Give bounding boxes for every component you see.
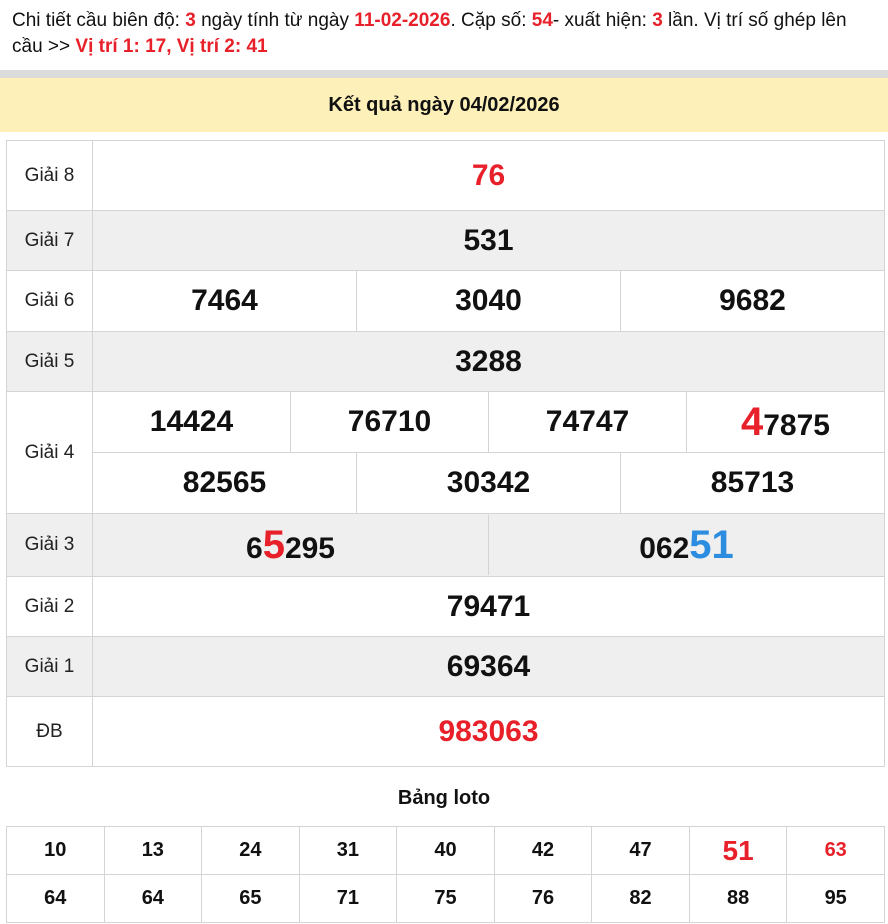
prize-g4: 76710 [290, 392, 488, 452]
loto-cell: 40 [396, 826, 495, 875]
cau-description: Chi tiết cầu biên độ: 3 ngày tính từ ngà… [12, 8, 882, 60]
result-header: Kết quả ngày 04/02/2026 [0, 78, 888, 132]
prize-g6: 9682 [620, 271, 884, 331]
count-value: 3 [652, 10, 663, 31]
prize-g4: 14424 [149, 405, 234, 438]
label-g5: Giải 5 [6, 331, 93, 392]
prize-g6: 3040 [356, 271, 620, 331]
digits: 062 [639, 532, 690, 565]
prize-g4: 85713 [620, 453, 884, 513]
label-g3: Giải 3 [6, 513, 93, 577]
prize-g6: 7464 [191, 284, 258, 317]
loto-cell: 47 [591, 826, 690, 875]
date-value: 11-02-2026 [354, 10, 451, 31]
label-g1: Giải 1 [6, 636, 93, 697]
loto-cell: 76 [493, 874, 593, 923]
loto-title: Bảng loto [397, 787, 491, 809]
intro-text: lần. Vị trí số ghép lên cầu >> [12, 10, 847, 57]
digits: 7875 [763, 409, 830, 442]
intro-text: . Cặp số: [450, 10, 532, 31]
digits: 6 [246, 532, 263, 565]
label-g8: Giải 8 [6, 140, 93, 211]
loto-cell: 13 [103, 826, 203, 875]
intro-text: Chi tiết cầu biên độ: [12, 10, 186, 31]
loto-cell: 51 [688, 826, 788, 875]
loto-cell: 64 [6, 874, 105, 923]
digits: 295 [284, 532, 335, 565]
loto-cell: 75 [396, 874, 495, 923]
results-table: Giải 8 76 Giải 7 531 Giải 6 7464 3040 9682 Gi… [6, 140, 885, 767]
highlight-digit: 4 [741, 400, 764, 444]
loto-cell: 64 [103, 874, 203, 923]
highlight-digit: 5 [262, 523, 285, 567]
prize-g8: 76 [92, 140, 885, 211]
loto-cell: 71 [298, 874, 398, 923]
label-g6: Giải 6 [6, 270, 93, 332]
loto-cell: 10 [6, 826, 105, 875]
prize-g4: 74747 [488, 392, 686, 452]
prize-db: 983063 [92, 696, 885, 767]
loto-cell: 24 [201, 826, 300, 875]
loto-cell: 88 [688, 874, 788, 923]
prize-g2: 79471 [92, 576, 885, 637]
intro-text: - xuất hiện: [552, 10, 653, 31]
prize-g4: 30342 [356, 453, 620, 513]
highlight-digit: 51 [689, 523, 734, 567]
prize-g4: 47875 [686, 392, 884, 452]
prize-g1: 69364 [92, 636, 885, 697]
pair-value: 54 [531, 10, 553, 31]
loto-table: 10 13 24 31 40 42 47 51 63 64 64 65 71 75 76 82 88 95 [6, 826, 885, 923]
label-g2: Giải 2 [6, 576, 93, 637]
prize-g3: 65295 [93, 515, 488, 575]
intro-text: ngày tính từ ngày [195, 10, 355, 31]
label-g7: Giải 7 [6, 210, 93, 271]
positions-value: Vị trí 1: 17, Vị trí 2: 41 [75, 36, 268, 57]
divider [0, 70, 888, 78]
label-db: ĐB [6, 696, 93, 767]
prize-g5: 3288 [92, 331, 885, 392]
loto-cell: 31 [298, 826, 398, 875]
days-value: 3 [185, 10, 196, 31]
prize-g4: 82565 [182, 466, 267, 499]
loto-cell: 82 [591, 874, 690, 923]
label-g4: Giải 4 [6, 391, 93, 514]
prize-g3: 06251 [488, 515, 884, 575]
prize-g7: 531 [92, 210, 885, 271]
loto-cell: 65 [201, 874, 300, 923]
loto-cell: 42 [493, 826, 593, 875]
loto-cell: 95 [786, 874, 885, 923]
loto-cell: 63 [786, 826, 885, 875]
